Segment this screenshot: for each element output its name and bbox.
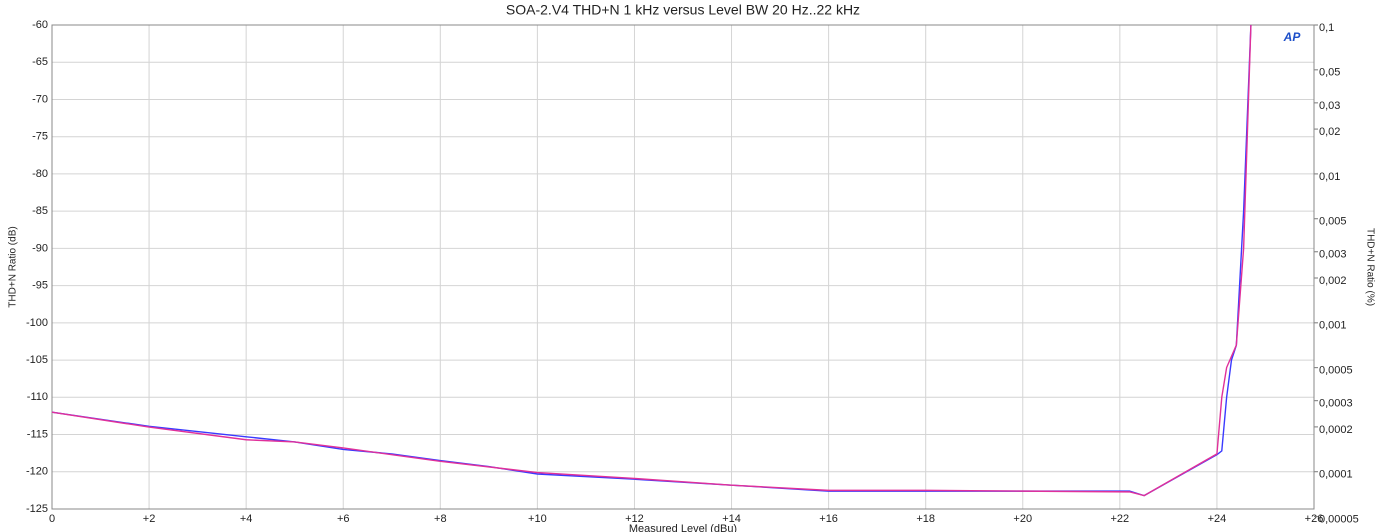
- y-tick-label: -75: [32, 131, 48, 143]
- y-tick-label: -110: [27, 391, 48, 403]
- logo: AP: [1283, 30, 1302, 44]
- x-tick-label: +14: [722, 513, 741, 525]
- y2-tick-label: 0,003: [1319, 249, 1347, 261]
- y2-tick-label: 0,005: [1319, 216, 1347, 228]
- y2-tick-label: 0,03: [1319, 100, 1340, 112]
- x-tick-label: +20: [1013, 513, 1032, 525]
- y-axis-label: THD+N Ratio (dB): [8, 226, 19, 307]
- y-tick-label: -65: [32, 56, 48, 68]
- y2-tick-label: 0,002: [1319, 275, 1347, 287]
- y2-tick-label: 0,1: [1319, 22, 1334, 34]
- series-line: [51, 24, 1252, 497]
- chart-title: SOA-2.V4 THD+N 1 kHz versus Level BW 20 …: [506, 2, 860, 18]
- x-tick-label: +22: [1111, 513, 1130, 525]
- y-tick-label: -105: [26, 354, 48, 366]
- y-tick-label: -70: [32, 93, 48, 105]
- series-line: [51, 24, 1252, 497]
- y-tick-label: -80: [32, 168, 48, 180]
- y2-tick-label: 0,00005: [1319, 513, 1359, 525]
- x-tick-label: +8: [434, 513, 447, 525]
- y2-tick-label: 0,0003: [1319, 398, 1353, 410]
- x-tick-label: +2: [143, 513, 156, 525]
- y-tick-label: -120: [26, 466, 48, 478]
- y2-tick-label: 0,0002: [1319, 424, 1353, 436]
- x-tick-label: +18: [916, 513, 935, 525]
- x-tick-label: +6: [337, 513, 350, 525]
- y-tick-label: -95: [32, 280, 48, 292]
- x-tick-label: +16: [819, 513, 838, 525]
- y-tick-label: -90: [32, 242, 48, 254]
- y-tick-label: -85: [32, 205, 48, 217]
- y2-tick-label: 0,0005: [1319, 365, 1353, 377]
- x-tick-label: +4: [240, 513, 253, 525]
- x-tick-label: +12: [625, 513, 644, 525]
- y2-tick-label: 0,05: [1319, 67, 1340, 79]
- x-tick-label: +24: [1208, 513, 1227, 525]
- y-tick-label: -115: [27, 428, 48, 440]
- x-tick-label: +10: [528, 513, 547, 525]
- x-tick-label: 0: [49, 513, 55, 525]
- y2-tick-label: 0,02: [1319, 126, 1340, 138]
- y-tick-label: -60: [32, 19, 48, 31]
- y2-tick-label: 0,001: [1319, 320, 1347, 332]
- y2-axis-label: THD+N Ratio (%): [1364, 228, 1375, 306]
- plot-frame: [51, 24, 1315, 510]
- y-tick-label: -125: [26, 503, 48, 515]
- y2-tick-label: 0,0001: [1319, 469, 1353, 481]
- x-tick-label: +26: [1305, 513, 1324, 525]
- x-axis-label: Measured Level (dBu): [629, 523, 737, 532]
- y2-tick-label: 0,01: [1319, 171, 1340, 183]
- y-tick-label: -100: [26, 317, 48, 329]
